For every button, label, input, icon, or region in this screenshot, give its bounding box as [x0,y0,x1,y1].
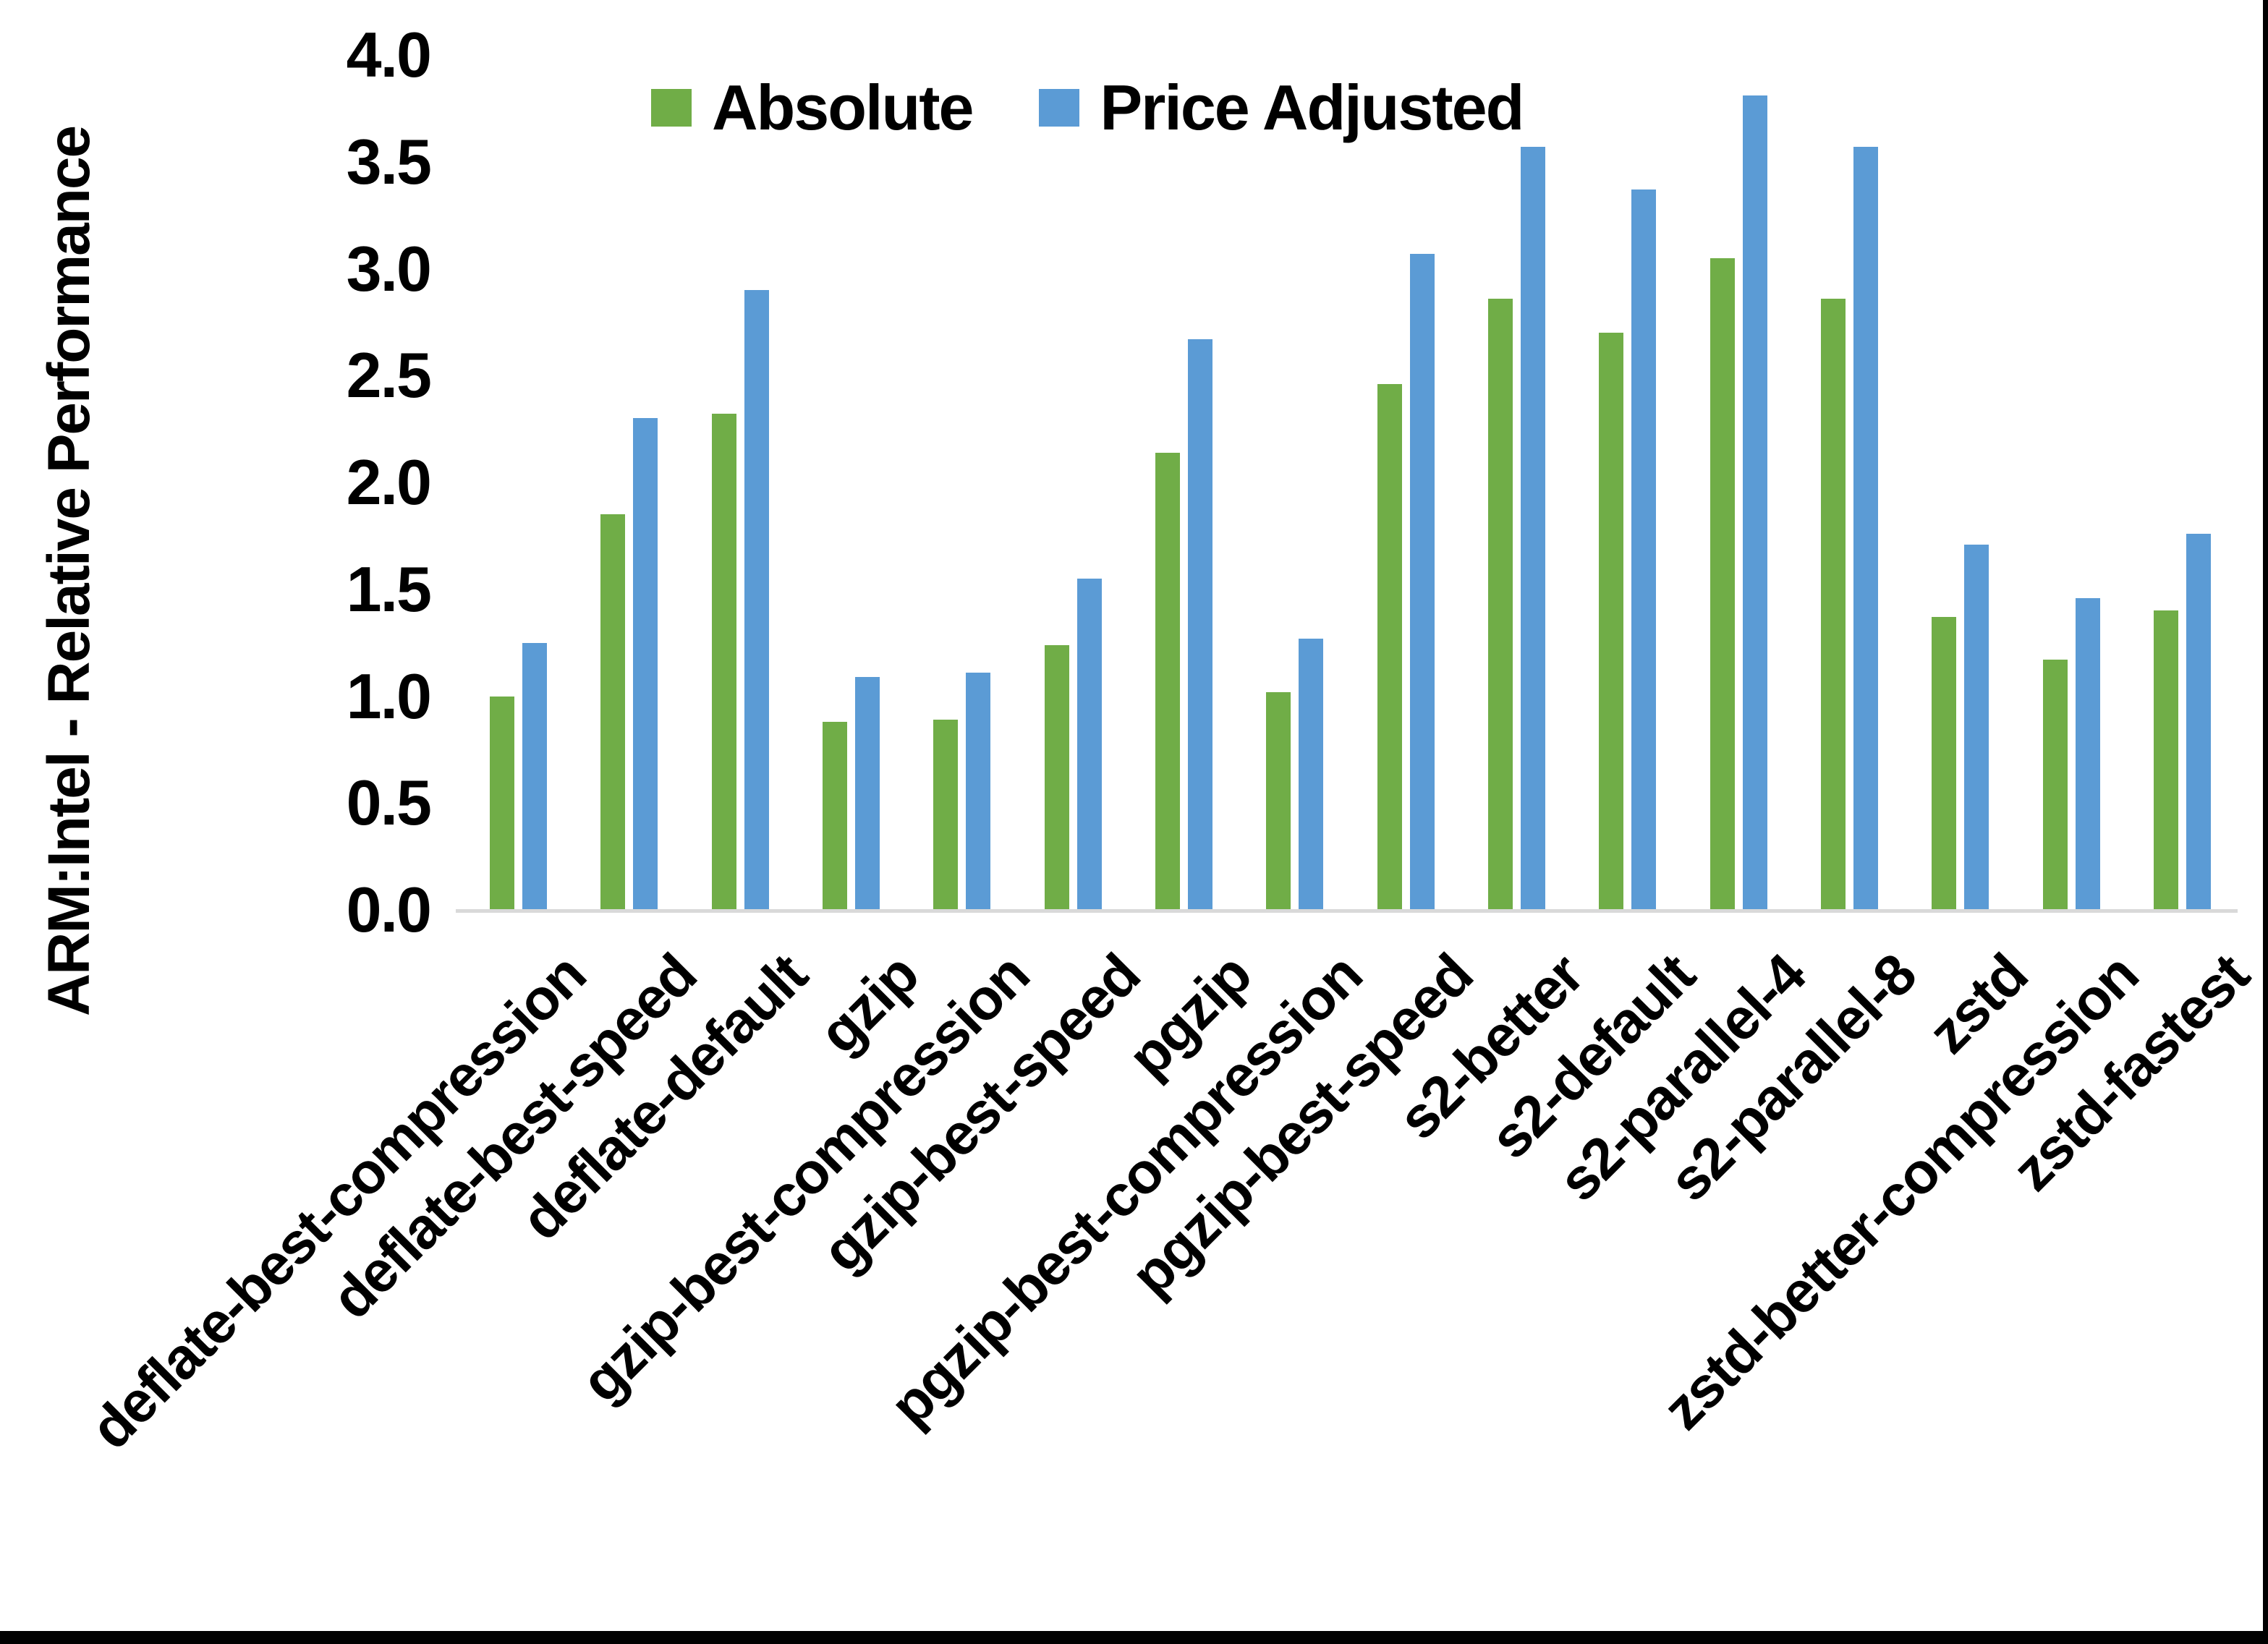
legend-item-price-adjusted: Price Adjusted [1039,71,1524,145]
bar-price-adjusted-deflate-best-compression [522,642,548,910]
y-tick-label: 2.5 [346,339,432,412]
bar-absolute-deflate-best-speed [600,514,626,910]
bar-absolute-deflate-best-compression [490,696,515,910]
bottom-frame-border [0,1631,2268,1644]
bar-price-adjusted-s2-parallel-8 [1853,147,1878,910]
y-tick-label: 1.5 [346,553,432,625]
bar-absolute-s2-parallel-8 [1820,298,1846,910]
bar-absolute-s2-better [1487,298,1513,910]
bar-group-s2-parallel-4 [1683,55,1793,910]
bar-absolute-pgzip-best-compression [1266,691,1291,910]
bar-absolute-zstd-fastest [2153,610,2178,910]
bar-price-adjusted-gzip-best-compression [966,673,991,910]
bar-price-adjusted-pgzip-best-speed [1409,253,1435,910]
bar-group-gzip [796,55,906,910]
bar-group-deflate-best-speed [574,55,684,910]
bar-price-adjusted-pgzip [1188,339,1213,910]
bar-group-gzip-best-compression [906,55,1017,910]
y-tick-label: 2.0 [346,446,432,518]
bar-group-gzip-best-speed [1018,55,1129,910]
bar-group-pgzip-best-speed [1351,55,1461,910]
y-tick-label: 3.0 [346,232,432,304]
bar-absolute-pgzip [1155,452,1181,910]
legend-label-absolute: Absolute [712,72,974,143]
bar-absolute-deflate-default [711,414,736,910]
y-tick-label: 0.5 [346,767,432,839]
bar-group-deflate-default [685,55,796,910]
bar-price-adjusted-zstd-fastest [2186,533,2211,910]
bar-group-zstd [1905,55,2016,910]
bar-group-zstd-fastest [2127,55,2238,910]
bar-group-pgzip-best-compression [1239,55,1350,910]
y-tick-label: 4.0 [346,19,432,90]
bar-group-s2-default [1572,55,1683,910]
bar-group-pgzip [1129,55,1239,910]
y-axis-title: ARM:Intel - Relative Performance [36,126,102,1017]
legend-marker-absolute [651,89,692,127]
bar-absolute-gzip-best-speed [1044,644,1069,910]
bar-group-zstd-better-compression [2016,55,2126,910]
bar-absolute-pgzip-best-speed [1377,384,1402,910]
bar-group-deflate-best-compression [463,55,574,910]
legend-marker-price-adjusted [1039,89,1080,127]
bar-price-adjusted-zstd [1964,544,1989,910]
bar-absolute-gzip [823,721,848,910]
bar-group-s2-parallel-8 [1794,55,1905,910]
legend-label-price-adjusted: Price Adjusted [1100,72,1524,143]
right-frame-border [2263,0,2268,1644]
legend: Absolute Price Adjusted [651,71,1524,145]
bar-absolute-s2-parallel-4 [1710,257,1735,910]
bar-price-adjusted-pgzip-best-compression [1299,638,1324,910]
bar-price-adjusted-s2-parallel-4 [1742,95,1767,910]
bar-group-s2-better [1461,55,1572,910]
x-axis-line [456,909,2238,913]
y-tick-label: 1.0 [346,660,432,732]
bar-price-adjusted-gzip [855,676,880,910]
bar-price-adjusted-s2-default [1631,189,1657,910]
bar-absolute-s2-default [1599,333,1624,910]
bar-price-adjusted-deflate-default [744,290,769,910]
y-tick-label: 3.5 [346,125,432,197]
bar-price-adjusted-s2-better [1520,147,1545,910]
bar-absolute-zstd [1932,617,1957,910]
legend-item-absolute: Absolute [651,71,974,145]
y-tick-label: 0.0 [346,874,432,945]
bar-price-adjusted-deflate-best-speed [633,418,658,910]
plot-area [463,55,2238,910]
bar-absolute-gzip-best-compression [933,720,959,910]
bar-price-adjusted-zstd-better-compression [2075,597,2100,910]
bar-price-adjusted-gzip-best-speed [1076,578,1102,910]
bar-absolute-zstd-better-compression [2042,660,2068,910]
